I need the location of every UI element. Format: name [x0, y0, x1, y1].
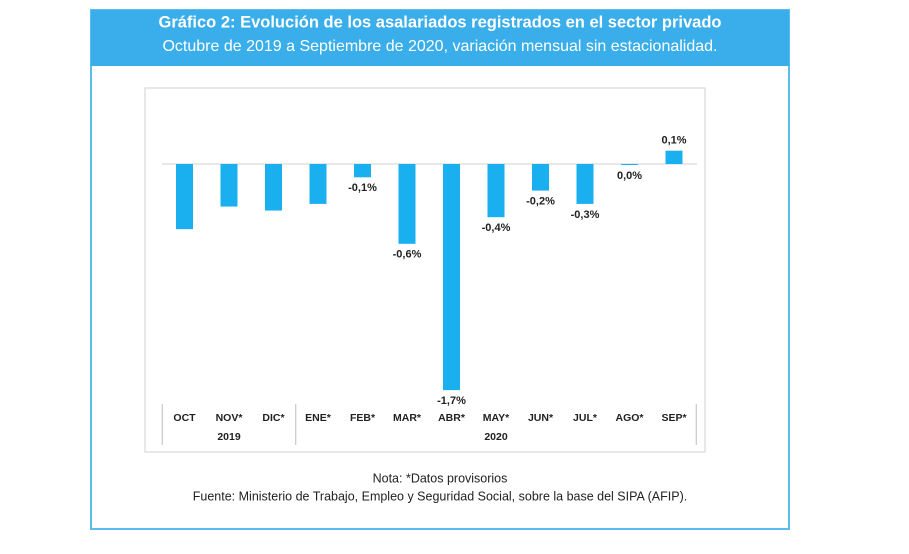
plot-area	[144, 87, 706, 453]
x-tick-label: FEB*	[350, 412, 376, 424]
bar	[220, 164, 238, 207]
bar	[265, 164, 282, 211]
chart-title: Gráfico 2: Evolución de los asalariados …	[158, 13, 721, 31]
bar	[176, 164, 193, 230]
x-tick-label: MAY*	[483, 412, 510, 424]
x-tick-label: MAR*	[393, 412, 422, 424]
data-label: 0,0%	[617, 170, 642, 182]
note: Nota: *Datos provisorios	[373, 471, 508, 485]
x-tick-label: NOV*	[216, 412, 244, 424]
source: Fuente: Ministerio de Trabajo, Empleo y …	[193, 489, 687, 503]
data-label: -0,4%	[482, 222, 511, 234]
bar	[621, 164, 638, 165]
header	[91, 10, 789, 66]
group-label: 2019	[217, 431, 241, 443]
x-tick-label: OCT	[173, 412, 196, 424]
x-tick-label: JUL*	[573, 412, 598, 424]
data-label: -0,1%	[348, 182, 377, 194]
x-tick-label: AGO*	[615, 412, 644, 424]
bar	[665, 150, 683, 164]
bar	[576, 164, 594, 204]
bar	[398, 164, 416, 244]
bar	[443, 164, 460, 391]
bar	[354, 164, 371, 178]
x-tick-label: ENE*	[305, 412, 332, 424]
bar	[532, 164, 549, 191]
data-label: -1,7%	[437, 395, 466, 407]
x-tick-label: DIC*	[262, 412, 285, 424]
data-label: -0,6%	[393, 249, 422, 261]
group-label: 2020	[484, 431, 508, 443]
data-label: 0,1%	[661, 135, 686, 147]
data-label: -0,2%	[526, 196, 555, 208]
data-label: -0,3%	[571, 209, 600, 221]
x-tick-label: ABR*	[438, 412, 466, 424]
bar	[309, 164, 327, 204]
x-tick-label: SEP*	[661, 412, 687, 424]
x-tick-label: JUN*	[528, 412, 554, 424]
bar	[487, 164, 505, 218]
chart-subtitle: Octubre de 2019 a Septiembre de 2020, va…	[162, 38, 717, 55]
